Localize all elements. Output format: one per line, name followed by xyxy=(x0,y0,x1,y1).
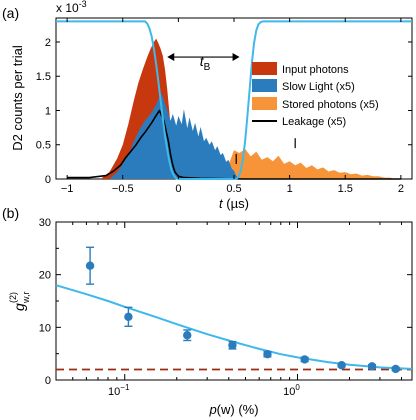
x-tick-label: 100 xyxy=(283,383,300,398)
panel-a-x-label: t (µs) xyxy=(219,196,249,211)
panel-b-label: (b) xyxy=(2,205,19,221)
tb-annotation-sub: B xyxy=(204,62,211,73)
legend-item-input: Input photons xyxy=(252,62,349,76)
panel-a-axes: −1 −0.5 0 0.5 1 1.5 2 0 0.5 1 1.5 2 xyxy=(36,18,412,195)
panel-a-y-exponent: x 10-3 xyxy=(56,0,87,15)
panel-b-y-label-sub: w,r xyxy=(21,291,31,304)
panel-b-y-label-sup: (2) xyxy=(8,292,18,303)
panel-a-label: (a) xyxy=(2,5,19,21)
leakage-line xyxy=(67,109,401,180)
x-tick-label-base: 10 xyxy=(108,386,120,398)
y-tick-label: 2 xyxy=(45,37,51,49)
panel-b-data-layer xyxy=(55,246,413,374)
x-tick-label: −1 xyxy=(61,183,74,195)
legend-label-stored: Stored photons (x5) xyxy=(282,99,379,111)
y-tick-label: 0 xyxy=(45,174,51,186)
tb-arrow-head-right xyxy=(232,53,240,62)
panel-b-y-label-text: g xyxy=(11,303,27,311)
legend-item-leakage: Leakage (x5) xyxy=(252,116,346,128)
panel-a-y-exponent-power: -3 xyxy=(79,0,87,9)
data-point xyxy=(263,349,272,359)
panel-b-x-label-var: p xyxy=(208,402,216,417)
legend-swatch-stored xyxy=(252,97,277,110)
panel-a-legend: Input photons Slow Light (x5) Stored pho… xyxy=(252,62,379,128)
data-point xyxy=(85,261,95,270)
y-tick-label: 20 xyxy=(39,270,51,282)
y-tick-label: 0 xyxy=(45,375,51,387)
slow-light-area xyxy=(109,93,240,179)
panel-a-x-label-var: t xyxy=(219,196,224,211)
x-tick-label-exp: −1 xyxy=(120,383,130,392)
control-field-line xyxy=(56,20,412,180)
panel-b-y-label: g (2) w,r xyxy=(8,291,31,311)
data-point xyxy=(228,341,237,350)
legend-item-slow: Slow Light (x5) xyxy=(252,79,355,93)
y-tick-label: 1 xyxy=(45,105,51,117)
x-tick-label: 1.5 xyxy=(338,183,353,195)
y-tick-label: 1.5 xyxy=(36,71,51,83)
x-tick-label-exp: 0 xyxy=(295,383,300,392)
data-point xyxy=(124,312,133,321)
x-tick-label: 0.5 xyxy=(226,183,241,195)
x-tick-label: −0.5 xyxy=(112,183,134,195)
y-tick-label: 10 xyxy=(39,322,51,334)
data-point xyxy=(367,362,377,371)
panel-a-y-label: D2 counts per trial xyxy=(10,45,25,151)
panel-a-x-label-unit: (µs) xyxy=(223,196,249,211)
tb-annotation-var: t xyxy=(200,53,205,69)
panel-b-x-label: p(w) (%) xyxy=(208,402,258,417)
tb-arrow-head-left xyxy=(167,53,175,62)
panel-b-y-label-base: g xyxy=(11,303,27,311)
panel-a-y-exponent-base: x 10 xyxy=(56,1,79,15)
panel-a-chart: −1 −0.5 0 0.5 1 1.5 2 0 0.5 1 1.5 2 x 10-3 D2 count… xyxy=(10,0,413,211)
x-tick-label-base: 10 xyxy=(283,386,295,398)
y-tick-label: 30 xyxy=(39,217,51,229)
x-tick-label: 1 xyxy=(287,183,293,195)
data-point xyxy=(183,331,192,340)
data-point xyxy=(391,364,400,374)
legend-item-stored: Stored photons (x5) xyxy=(252,97,379,111)
legend-label-leakage: Leakage (x5) xyxy=(282,116,346,128)
legend-swatch-input xyxy=(252,62,277,75)
legend-label-slow: Slow Light (x5) xyxy=(282,81,355,93)
data-point xyxy=(300,355,309,364)
panel-b-x-label-rest: (w) (%) xyxy=(217,402,259,417)
x-tick-label: 0 xyxy=(175,183,181,195)
x-tick-label: 10−1 xyxy=(108,383,130,398)
legend-label-input: Input photons xyxy=(282,64,349,76)
fit-curve xyxy=(55,284,413,370)
data-point xyxy=(337,361,346,370)
stored-photons-area xyxy=(225,148,396,179)
x-tick-label: 2 xyxy=(398,183,404,195)
tb-annotation: tB xyxy=(200,53,211,73)
panel-a-data-layer xyxy=(56,20,412,180)
legend-swatch-slow xyxy=(252,79,277,92)
y-tick-label: 0.5 xyxy=(36,140,51,152)
